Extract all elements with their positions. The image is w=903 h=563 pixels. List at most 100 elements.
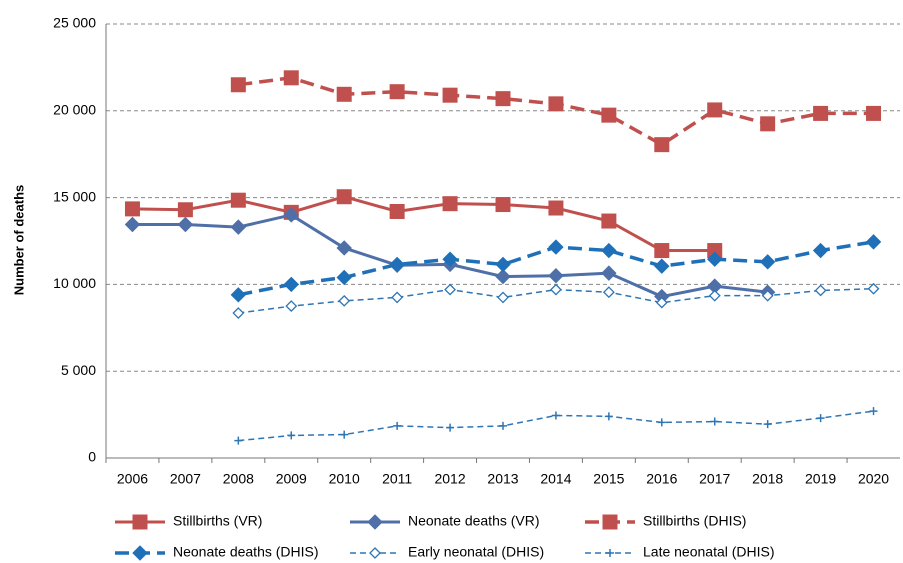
data-point [283,70,299,86]
x-tick-label: 2011 [382,471,412,487]
data-point [550,283,562,296]
data-point [283,276,299,293]
legend-label: Neonate deaths (DHIS) [173,544,319,560]
data-point [812,242,829,259]
data-point [283,207,299,223]
x-tick-label: 2006 [117,471,148,487]
legend-label: Neonate deaths (VR) [408,513,540,529]
x-tick-label: 2007 [170,471,201,487]
x-tick-label: 2019 [805,471,836,487]
data-point [495,197,511,213]
data-point [336,189,352,205]
data-point [813,105,829,121]
data-point [548,239,564,255]
x-tick-label: 2010 [329,471,360,487]
data-point [124,201,140,217]
data-point [336,240,352,256]
legend-label: Stillbirths (VR) [173,513,262,529]
data-point [495,268,511,285]
data-point [389,203,405,219]
data-point [655,296,668,309]
legend-label: Late neonatal (DHIS) [643,544,775,560]
data-point [495,256,511,273]
x-tick-label: 2009 [276,471,307,487]
y-tick-label: 25 000 [53,15,96,31]
data-point [551,411,560,420]
y-tick-label: 15 000 [53,188,96,204]
x-tick-label: 2015 [593,471,624,487]
data-point [391,291,404,304]
data-point [287,431,296,440]
data-point [230,219,247,235]
data-point [816,414,825,423]
data-point [548,200,564,216]
legend-marker [132,545,148,561]
x-tick-label: 2008 [223,471,254,487]
data-point [230,77,246,93]
data-point [177,202,193,218]
data-point [285,300,298,313]
series-line [132,195,715,253]
data-point [601,107,617,123]
data-point [657,418,666,427]
data-point [869,407,878,416]
data-point [654,258,670,274]
data-point [442,196,458,212]
data-point [389,84,405,100]
legend-label: Stillbirths (DHIS) [643,513,746,529]
x-tick-label: 2018 [752,471,783,487]
data-point [232,307,245,319]
data-point [601,265,617,281]
data-point [336,269,352,286]
y-tick-label: 5 000 [61,362,96,378]
x-tick-label: 2017 [699,471,730,487]
data-point [389,256,405,273]
data-point [497,291,509,304]
x-tick-label: 2013 [487,471,518,487]
data-point [499,421,507,430]
data-point [230,192,246,208]
data-point [604,412,613,421]
data-point [177,216,194,233]
data-point [548,268,564,284]
legend-marker [369,547,381,559]
legend-marker [367,514,383,530]
data-point [234,436,243,445]
legend-marker [132,514,148,530]
data-point [124,216,141,233]
data-point [654,137,670,153]
legend-marker [602,514,618,530]
data-point [760,116,776,132]
data-point [759,254,776,270]
data-point [710,417,719,426]
data-point [442,251,458,267]
data-point [340,430,349,439]
data-point [867,282,880,295]
data-point [865,234,882,250]
y-tick-label: 20 000 [53,102,96,118]
data-point [338,294,351,307]
data-point [446,423,455,432]
x-tick-label: 2012 [434,471,465,487]
x-tick-label: 2020 [858,471,889,487]
y-tick-label: 10 000 [53,275,96,291]
data-point [444,283,456,296]
y-tick-label: 0 [88,449,96,465]
data-point [814,284,827,297]
legend-marker [606,549,614,557]
data-point [654,243,670,259]
data-point [763,420,772,429]
data-point [393,421,402,430]
data-point [761,289,774,302]
data-point [601,213,617,229]
data-point [442,87,458,103]
data-point [230,287,247,303]
y-axis-label: Number of deaths [11,185,26,296]
data-point [336,86,352,102]
data-point [708,289,721,302]
data-point [707,102,723,118]
data-point [602,286,615,299]
x-tick-label: 2014 [540,471,571,487]
data-point [601,242,617,259]
